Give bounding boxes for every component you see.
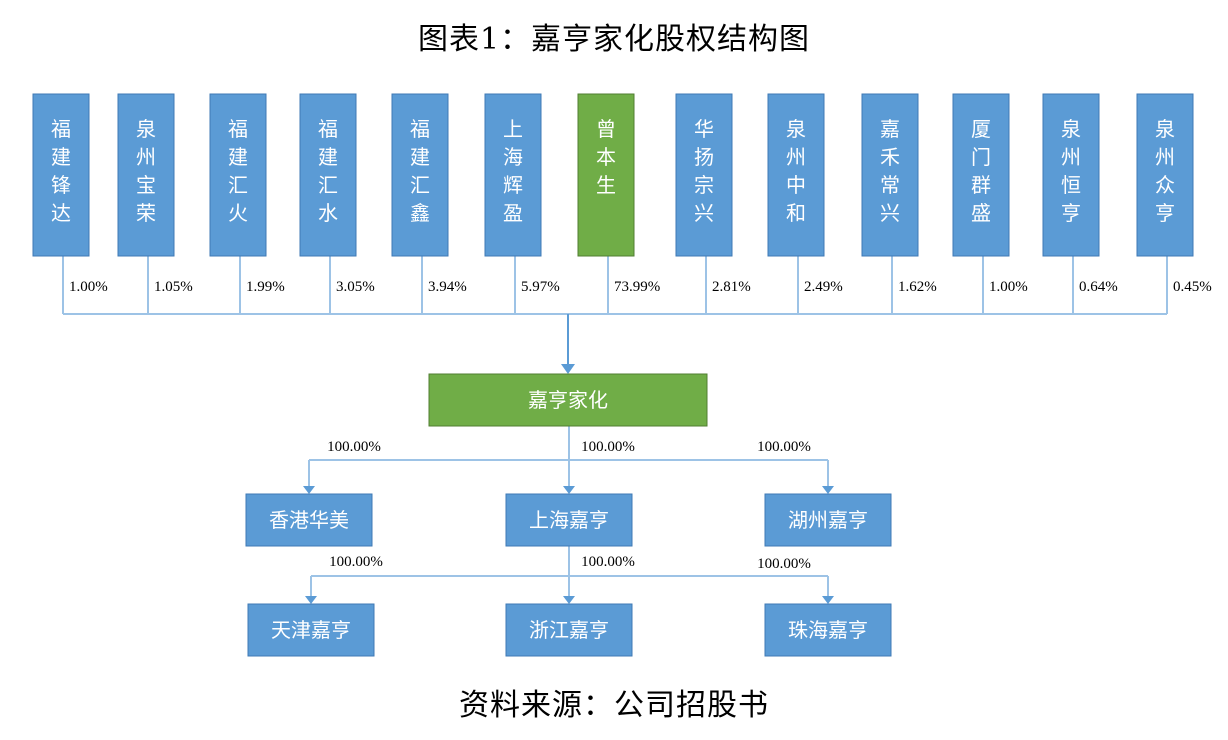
shareholder-node: 福建锋达 <box>32 93 90 257</box>
sub-subsidiary-box <box>764 603 892 657</box>
arrow-head <box>822 596 834 604</box>
subsidiary-node: 香港华美 <box>245 493 373 547</box>
company-name: 嘉亨家化 <box>528 388 608 412</box>
shareholder-box <box>577 93 635 257</box>
shareholder-name: 福建汇火 <box>228 117 248 225</box>
arrow-head <box>563 486 575 494</box>
subsidiary-pct: 100.00% <box>327 439 381 455</box>
shareholder-node: 福建汇火 <box>209 93 267 257</box>
shareholder-box <box>861 93 919 257</box>
shareholder-name: 厦门群盛 <box>971 117 991 225</box>
shareholder-pct: 1.99% <box>246 279 285 295</box>
shareholder-node: 泉州宝荣 <box>117 93 175 257</box>
shareholder-node: 嘉禾常兴 <box>861 93 919 257</box>
shareholder-pct: 5.97% <box>521 279 560 295</box>
shareholder-name: 华扬宗兴 <box>694 117 714 225</box>
connector-lines <box>62 256 1168 604</box>
shareholder-name: 嘉禾常兴 <box>880 117 900 225</box>
shareholder-pct: 3.94% <box>428 279 467 295</box>
shareholder-pct: 73.99% <box>614 279 660 295</box>
diagram-nodes: 福建锋达 泉州宝荣 福建汇火 福建汇水 福建汇鑫 上海辉盈 曾本生 华扬宗兴 泉州中和 嘉禾常兴 厦… <box>32 93 1194 657</box>
shareholder-node: 曾本生 <box>577 93 635 257</box>
subsidiary-node: 上海嘉亨 <box>505 493 633 547</box>
sub-subsidiary-node: 浙江嘉亨 <box>505 603 633 657</box>
shareholder-name: 泉州恒亨 <box>1061 117 1081 225</box>
subsidiary-box <box>505 493 633 547</box>
shareholder-name: 福建汇鑫 <box>410 117 430 225</box>
shareholder-pct: 1.00% <box>69 279 108 295</box>
shareholder-name: 泉州宝荣 <box>136 117 156 225</box>
subsidiary-box <box>764 493 892 547</box>
subsidiary-pct: 100.00% <box>757 439 811 455</box>
shareholder-box <box>117 93 175 257</box>
company-box <box>428 373 708 427</box>
subsidiary-node: 湖州嘉亨 <box>764 493 892 547</box>
sub-subsidiary-pct: 100.00% <box>757 556 811 572</box>
subsidiary-name: 香港华美 <box>269 508 349 532</box>
shareholder-node: 福建汇水 <box>299 93 357 257</box>
shareholder-box <box>1042 93 1100 257</box>
shareholder-name: 福建锋达 <box>51 117 71 225</box>
arrow-head <box>305 596 317 604</box>
sub-subsidiary-box <box>505 603 633 657</box>
shareholder-pct: 0.45% <box>1173 279 1212 295</box>
sub-subsidiary-node: 珠海嘉亨 <box>764 603 892 657</box>
sub-subsidiary-name: 珠海嘉亨 <box>788 618 868 642</box>
shareholder-box <box>1136 93 1194 257</box>
sub-subsidiary-box <box>247 603 375 657</box>
arrow-head <box>822 486 834 494</box>
shareholder-box <box>209 93 267 257</box>
shareholder-pct: 0.64% <box>1079 279 1118 295</box>
arrow-head <box>561 364 575 374</box>
sub-subsidiary-pct: 100.00% <box>329 554 383 570</box>
percentage-labels: 1.00% 1.05% 1.99% 3.05% 3.94% 5.97% 73.99% 2.81… <box>69 279 1212 572</box>
arrow-head <box>303 486 315 494</box>
shareholder-node: 上海辉盈 <box>484 93 542 257</box>
company-node: 嘉亨家化 <box>428 373 708 427</box>
subsidiary-name: 上海嘉亨 <box>529 508 609 532</box>
shareholder-box <box>391 93 449 257</box>
shareholder-box <box>767 93 825 257</box>
shareholder-node: 华扬宗兴 <box>675 93 733 257</box>
shareholder-node: 福建汇鑫 <box>391 93 449 257</box>
shareholder-box <box>299 93 357 257</box>
shareholder-box <box>675 93 733 257</box>
sub-subsidiary-node: 天津嘉亨 <box>247 603 375 657</box>
subsidiary-name: 湖州嘉亨 <box>788 508 868 532</box>
shareholder-pct: 1.05% <box>154 279 193 295</box>
sub-subsidiary-name: 浙江嘉亨 <box>529 618 609 642</box>
shareholder-name: 泉州众亨 <box>1155 117 1175 225</box>
shareholder-node: 厦门群盛 <box>952 93 1010 257</box>
shareholder-box <box>32 93 90 257</box>
shareholder-box <box>484 93 542 257</box>
shareholder-pct: 1.00% <box>989 279 1028 295</box>
chart-title: 图表1：嘉亨家化股权结构图 <box>417 22 811 57</box>
shareholder-pct: 1.62% <box>898 279 937 295</box>
shareholder-name: 泉州中和 <box>786 117 806 225</box>
sub-subsidiary-name: 天津嘉亨 <box>271 618 351 642</box>
shareholder-pct: 2.81% <box>712 279 751 295</box>
subsidiary-box <box>245 493 373 547</box>
shareholder-name: 福建汇水 <box>318 117 338 225</box>
shareholder-name: 曾本生 <box>596 117 616 197</box>
shareholder-node: 泉州恒亨 <box>1042 93 1100 257</box>
shareholder-box <box>952 93 1010 257</box>
shareholder-node: 泉州中和 <box>767 93 825 257</box>
sub-subsidiary-pct: 100.00% <box>581 554 635 570</box>
shareholder-pct: 3.05% <box>336 279 375 295</box>
source-note: 资料来源：公司招股书 <box>459 688 769 723</box>
shareholder-name: 上海辉盈 <box>503 117 523 225</box>
shareholder-node: 泉州众亨 <box>1136 93 1194 257</box>
arrow-head <box>563 596 575 604</box>
subsidiary-pct: 100.00% <box>581 439 635 455</box>
shareholder-pct: 2.49% <box>804 279 843 295</box>
